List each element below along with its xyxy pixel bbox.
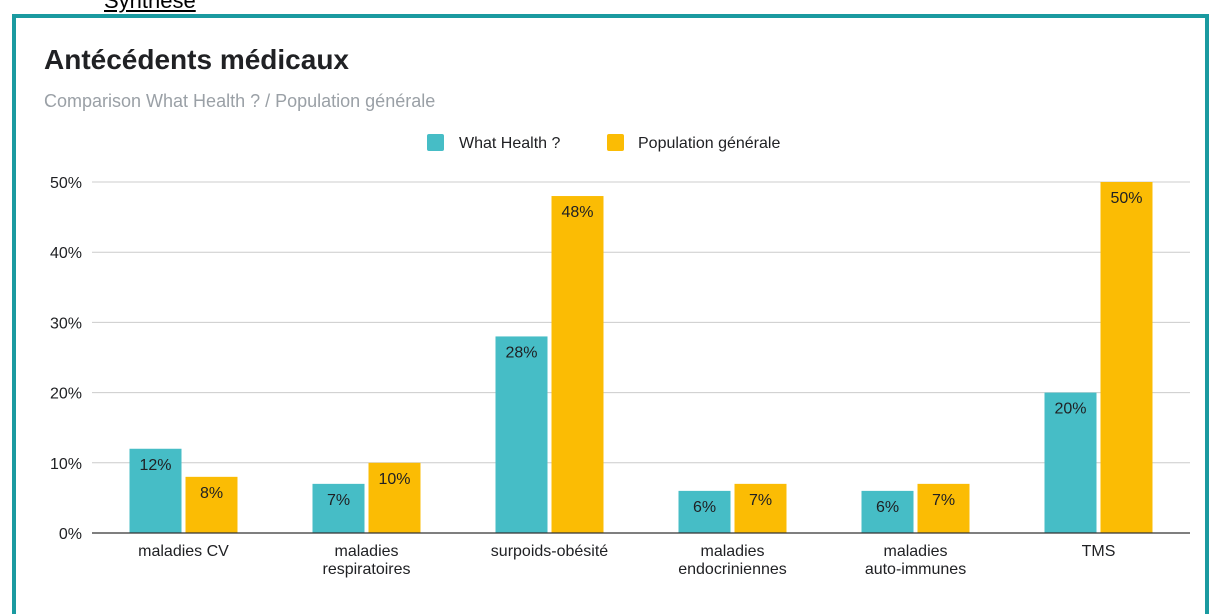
bar: [551, 196, 604, 534]
y-tick-label: 10%: [50, 456, 82, 473]
legend-swatch: [427, 134, 444, 151]
data-label: 7%: [749, 492, 772, 509]
data-label: 50%: [1110, 190, 1142, 207]
bar: [1100, 182, 1153, 533]
x-tick-label: auto-immunes: [865, 561, 966, 578]
bar: [678, 490, 731, 533]
x-tick-label: maladies: [700, 543, 764, 560]
data-label: 7%: [932, 492, 955, 509]
bar: [495, 336, 548, 533]
bar: [1044, 392, 1097, 533]
data-label: 28%: [505, 344, 537, 361]
data-label: 8%: [200, 485, 223, 502]
x-tick-label: respiratoires: [322, 561, 410, 578]
y-tick-label: 30%: [50, 315, 82, 332]
y-tick-label: 20%: [50, 386, 82, 403]
bar: [129, 448, 182, 533]
x-tick-label: maladies: [334, 543, 398, 560]
x-tick-label: maladies CV: [138, 543, 229, 560]
x-tick-label: endocriniennes: [678, 561, 787, 578]
x-tick-label: surpoids-obésité: [491, 543, 609, 560]
data-label: 10%: [378, 471, 410, 488]
legend-label: What Health ?: [459, 135, 560, 152]
bar: [861, 490, 914, 533]
data-label: 6%: [876, 499, 899, 516]
data-label: 20%: [1054, 401, 1086, 418]
chart-subtitle: Comparison What Health ? / Population gé…: [44, 91, 436, 111]
data-label: 12%: [139, 457, 171, 474]
x-tick-label: TMS: [1082, 543, 1116, 560]
y-tick-label: 0%: [59, 526, 82, 543]
data-label: 6%: [693, 499, 716, 516]
bar: [312, 483, 365, 533]
x-tick-label: maladies: [883, 543, 947, 560]
y-tick-label: 50%: [50, 175, 82, 192]
chart-title: Antécédents médicaux: [44, 44, 349, 75]
legend-swatch: [607, 134, 624, 151]
bar: [185, 476, 238, 533]
bar: [917, 483, 970, 533]
y-tick-label: 40%: [50, 245, 82, 262]
bar: [734, 483, 787, 533]
data-label: 48%: [561, 204, 593, 221]
data-label: 7%: [327, 492, 350, 509]
bar: [368, 462, 421, 533]
synthese-link[interactable]: Synthèse: [104, 0, 196, 13]
legend-label: Population générale: [638, 135, 780, 152]
